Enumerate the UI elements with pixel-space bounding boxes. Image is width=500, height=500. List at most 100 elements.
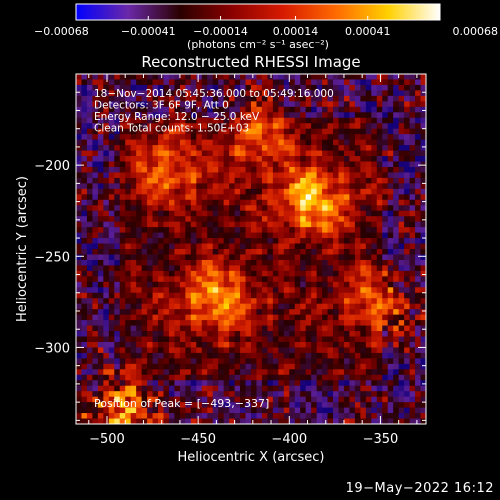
heatmap-cell xyxy=(190,177,197,184)
heatmap-cell xyxy=(158,418,164,424)
heatmap-cell xyxy=(365,128,372,135)
heatmap-cell xyxy=(229,166,235,173)
heatmap-cell xyxy=(393,112,400,119)
heatmap-cell xyxy=(168,413,175,419)
heatmap-cell xyxy=(387,128,394,135)
heatmap-cell xyxy=(283,123,290,130)
heatmap-cell xyxy=(338,161,345,168)
heatmap-cell xyxy=(218,238,225,244)
heatmap-cell xyxy=(92,418,99,424)
heatmap-cell xyxy=(322,101,328,108)
heatmap-cell xyxy=(141,194,148,201)
heatmap-cell xyxy=(261,145,268,151)
heatmap-cell xyxy=(119,221,126,228)
heatmap-cell xyxy=(294,161,301,168)
heatmap-cell xyxy=(201,391,208,398)
heatmap-cell xyxy=(311,216,318,223)
heatmap-cell xyxy=(234,320,241,326)
heatmap-cell xyxy=(163,265,170,272)
heatmap-cell xyxy=(300,128,307,135)
heatmap-cell xyxy=(393,90,400,97)
heatmap-cell xyxy=(393,309,400,316)
heatmap-cell xyxy=(393,369,400,376)
heatmap-cell xyxy=(343,134,350,141)
heatmap-cell xyxy=(201,177,208,184)
heatmap-cell xyxy=(267,90,274,97)
heatmap-cell xyxy=(256,232,263,239)
heatmap-cell xyxy=(311,188,318,195)
heatmap-cell xyxy=(174,402,181,408)
heatmap-cell xyxy=(119,358,126,365)
heatmap-cell xyxy=(212,281,219,288)
heatmap-cell xyxy=(349,385,356,392)
heatmap-cell xyxy=(152,166,159,173)
heatmap-cell xyxy=(338,177,345,184)
heatmap-cell xyxy=(387,106,394,113)
heatmap-cell xyxy=(108,210,115,217)
heatmap-cell xyxy=(76,139,82,146)
heatmap-cell xyxy=(420,166,426,173)
heatmap-cell xyxy=(300,358,307,365)
heatmap-cell xyxy=(103,303,110,310)
heatmap-cell xyxy=(223,161,230,168)
heatmap-cell xyxy=(420,210,426,217)
heatmap-cell xyxy=(81,325,88,332)
heatmap-cell xyxy=(327,270,334,277)
heatmap-cell xyxy=(294,95,301,102)
heatmap-cell xyxy=(272,249,279,255)
heatmap-cell xyxy=(261,216,268,223)
heatmap-cell xyxy=(196,380,203,387)
heatmap-cell xyxy=(103,106,110,113)
heatmap-cell xyxy=(365,276,372,283)
heatmap-cell xyxy=(234,347,241,354)
heatmap-cell xyxy=(316,331,323,337)
heatmap-cell xyxy=(130,374,137,381)
heatmap-cell xyxy=(141,249,148,255)
heatmap-cell xyxy=(267,418,274,424)
heatmap-cell xyxy=(229,145,235,151)
heatmap-cell xyxy=(360,150,367,157)
heatmap-cell xyxy=(409,123,416,130)
heatmap-cell xyxy=(125,221,132,228)
heatmap-cell xyxy=(179,188,186,195)
heatmap-cell xyxy=(190,134,197,141)
heatmap-cell xyxy=(185,276,192,283)
heatmap-cell xyxy=(360,128,367,135)
heatmap-cell xyxy=(163,270,170,277)
heatmap-cell xyxy=(201,161,208,168)
heatmap-cell xyxy=(207,156,214,162)
heatmap-cell xyxy=(130,259,137,266)
heatmap-cell xyxy=(86,139,93,146)
heatmap-cell xyxy=(158,243,164,250)
heatmap-cell xyxy=(190,358,197,365)
heatmap-cell xyxy=(343,331,350,337)
heatmap-cell xyxy=(327,101,334,108)
heatmap-cell xyxy=(130,413,137,419)
heatmap-cell xyxy=(81,101,88,108)
heatmap-cell xyxy=(300,385,307,392)
heatmap-cell xyxy=(349,101,356,108)
heatmap-cell xyxy=(251,216,257,223)
heatmap-cell xyxy=(371,221,378,228)
heatmap-cell xyxy=(196,396,203,403)
heatmap-cell xyxy=(300,374,307,381)
x-axis-label: Heliocentric X (arcsec) xyxy=(178,450,325,465)
heatmap-cell xyxy=(404,210,410,217)
heatmap-cell xyxy=(311,123,318,130)
heatmap-cell xyxy=(136,161,143,168)
heatmap-cell xyxy=(349,303,356,310)
heatmap-cell xyxy=(376,188,383,195)
heatmap-cell xyxy=(76,407,82,414)
heatmap-cell xyxy=(108,325,115,332)
heatmap-cell xyxy=(97,106,104,113)
heatmap-cell xyxy=(245,199,252,206)
heatmap-cell xyxy=(136,254,143,261)
heatmap-cell xyxy=(267,232,274,239)
heatmap-cell xyxy=(360,194,367,201)
heatmap-cell xyxy=(404,145,410,151)
heatmap-cell xyxy=(147,358,153,365)
heatmap-cell xyxy=(311,74,318,80)
heatmap-cell xyxy=(190,314,197,321)
heatmap-cell xyxy=(212,101,219,108)
heatmap-cell xyxy=(289,249,296,255)
